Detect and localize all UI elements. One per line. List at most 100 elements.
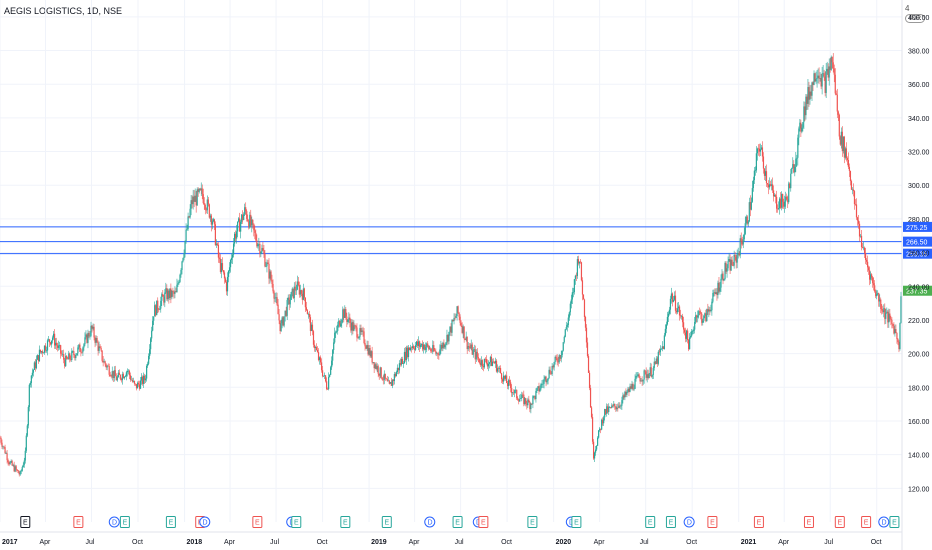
earnings_alt-marker[interactable]	[889, 516, 900, 528]
candle-body	[729, 258, 731, 271]
candle-body	[319, 357, 322, 363]
candle-body	[58, 345, 60, 348]
candle-body	[691, 331, 693, 336]
candle-body	[720, 278, 722, 288]
earnings_alt-marker[interactable]	[452, 516, 463, 528]
candle-body	[366, 345, 368, 349]
candle-body	[659, 348, 661, 353]
candle-body	[398, 363, 401, 371]
candle-body	[730, 259, 732, 271]
earnings-marker[interactable]	[753, 516, 764, 528]
candle-body	[758, 148, 761, 152]
candle-body	[710, 310, 712, 312]
candle-body	[97, 342, 99, 351]
dividend-marker-glyph: D	[202, 520, 207, 527]
candle-body	[463, 326, 465, 339]
candle-body	[392, 379, 394, 382]
candle-body	[530, 403, 532, 410]
candle-body	[735, 256, 737, 263]
earnings_alt-marker[interactable]	[527, 516, 538, 528]
earnings-marker[interactable]	[478, 516, 489, 528]
events-layer[interactable]: EEDEEEDEDEEEDEDEEDEEEDEEEEEDE	[20, 516, 900, 528]
x-tick-label: Jul	[824, 539, 833, 546]
candle-body	[413, 348, 416, 350]
currency-pill[interactable]: INR	[905, 14, 926, 23]
earnings-marker[interactable]	[73, 516, 84, 528]
candle-body	[389, 382, 391, 384]
earnings-marker-glyph: E	[76, 520, 81, 527]
candle-body	[334, 332, 336, 343]
earnings_alt-marker[interactable]	[165, 516, 176, 528]
earnings_alt-marker[interactable]	[665, 516, 676, 528]
candle-body	[697, 315, 699, 318]
dividend-marker[interactable]	[108, 516, 120, 528]
candle-body	[850, 181, 853, 190]
candle-body	[210, 215, 212, 225]
candle-body	[340, 323, 342, 327]
candle-body	[686, 330, 688, 339]
candle-body	[93, 326, 95, 338]
candle-body	[73, 351, 75, 356]
candle-body	[168, 290, 170, 299]
candle-body	[187, 216, 189, 230]
candle-body	[689, 337, 691, 350]
earnings_alt-marker[interactable]	[571, 516, 582, 528]
candle-body	[456, 306, 458, 316]
dividend-marker-glyph: D	[881, 520, 886, 527]
candle-body	[777, 208, 779, 210]
y-tick-label: 400.00	[908, 15, 930, 22]
candle-body	[856, 217, 859, 221]
candle-body	[615, 406, 617, 410]
candle-body	[652, 367, 654, 376]
earnings-marker[interactable]	[252, 516, 263, 528]
candle-body	[75, 355, 77, 359]
candle-body	[62, 354, 64, 355]
x-tick-label: Apr	[594, 539, 606, 546]
dividend-marker[interactable]	[424, 516, 436, 528]
earnings_alt-marker[interactable]	[645, 516, 656, 528]
candle-body	[436, 353, 438, 354]
candle-body	[5, 453, 7, 454]
earnings-marker[interactable]	[861, 516, 872, 528]
earnings-marker[interactable]	[707, 516, 718, 528]
y-tick-label: 140.00	[908, 453, 930, 460]
candle-body	[339, 320, 341, 327]
candle-body	[407, 347, 410, 357]
candle-body	[771, 184, 774, 191]
candle-body	[358, 336, 360, 339]
earnings-marker[interactable]	[803, 516, 814, 528]
candle-body	[622, 395, 624, 401]
earnings_alt-marker[interactable]	[291, 516, 302, 528]
candle-body	[680, 315, 683, 317]
dividend-marker[interactable]	[878, 516, 890, 528]
candle-body	[411, 346, 414, 348]
candle-body	[431, 351, 433, 352]
candle-body	[27, 406, 29, 426]
earnings-marker[interactable]	[834, 516, 845, 528]
candle-body	[231, 254, 234, 258]
candle-body	[503, 375, 506, 379]
candle-body	[894, 329, 896, 334]
dividend-marker[interactable]	[683, 516, 695, 528]
candle-body	[116, 377, 118, 381]
candle-body	[356, 327, 358, 338]
candle-body	[440, 344, 442, 350]
candle-body	[309, 317, 312, 331]
candle-body	[306, 310, 309, 315]
candle-body	[550, 373, 552, 375]
earnings_alt-marker[interactable]	[340, 516, 351, 528]
earnings_alt-marker[interactable]	[381, 516, 392, 528]
candle-body	[598, 430, 600, 438]
candle-body	[140, 376, 143, 381]
scale-controls[interactable]: 4 INR	[905, 4, 932, 23]
candle-body	[299, 290, 301, 295]
candle-body	[292, 288, 294, 299]
split-marker[interactable]	[20, 516, 31, 528]
dividend-marker[interactable]	[199, 516, 211, 528]
candle-body	[66, 355, 68, 359]
earnings_alt-marker[interactable]	[119, 516, 130, 528]
candle-body	[232, 243, 235, 255]
candle-body	[593, 452, 596, 459]
